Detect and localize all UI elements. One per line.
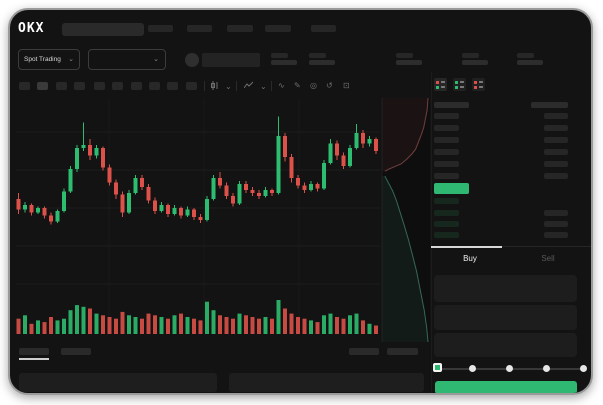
history-icon[interactable]: ↺ — [326, 81, 333, 90]
ticker-stat-value — [271, 60, 297, 65]
toolbar-divider — [236, 81, 237, 91]
ticker-stat-label — [271, 53, 288, 58]
ticker-stat-label — [462, 53, 479, 58]
nav-item[interactable] — [187, 25, 212, 32]
orderbook-bid-price[interactable] — [434, 232, 459, 238]
orders-panel-right[interactable] — [229, 373, 424, 392]
orderbook-ask-price[interactable] — [434, 161, 459, 167]
orderbook-bid-price[interactable] — [434, 210, 459, 216]
ticker-stat-value — [517, 60, 543, 65]
toolbar-divider — [271, 81, 272, 91]
orderbook-ask-amount[interactable] — [544, 149, 568, 155]
bottom-tab[interactable] — [61, 348, 91, 355]
timeframe-button[interactable] — [94, 82, 105, 90]
timeframe-button-active[interactable] — [37, 82, 48, 90]
orderbook-view-all-icon[interactable] — [434, 78, 447, 91]
timeframe-button[interactable] — [186, 82, 197, 90]
ticker-stat-value — [462, 60, 488, 65]
orderbook-bid-price[interactable] — [434, 198, 459, 204]
chart-style-icon[interactable] — [211, 81, 219, 93]
fullscreen-icon[interactable]: ⊡ — [343, 81, 350, 90]
orderbook-ask-price[interactable] — [434, 149, 459, 155]
timeframe-button[interactable] — [167, 82, 178, 90]
bottom-tab-indicator — [19, 358, 49, 360]
orderbook-view-asks-icon[interactable] — [472, 78, 485, 91]
orderbook-bid-amount[interactable] — [544, 221, 568, 227]
timeframe-button[interactable] — [19, 82, 30, 90]
ticker-stat-label — [517, 53, 534, 58]
price-input[interactable] — [434, 275, 577, 302]
chevron-down-icon[interactable]: ⌄ — [260, 82, 267, 91]
amount-input[interactable] — [434, 305, 577, 330]
panel-divider — [431, 72, 432, 393]
percent-slider-step[interactable] — [543, 365, 550, 372]
total-input[interactable] — [434, 333, 577, 357]
timeframe-button[interactable] — [131, 82, 142, 90]
app-window: OKX Spot Trading ⌄ ⌄ ⌄ ⌄ ∿ ✎ ◎ ↺ ⊡ — [8, 8, 593, 395]
wave-icon[interactable]: ∿ — [278, 81, 285, 90]
bottom-action[interactable] — [387, 348, 418, 355]
camera-icon[interactable]: ◎ — [310, 81, 317, 90]
timeframe-button[interactable] — [149, 82, 160, 90]
percent-slider-step[interactable] — [580, 365, 587, 372]
pair-icon — [185, 53, 199, 67]
market-type-label: Spot Trading — [24, 56, 61, 63]
timeframe-button[interactable] — [56, 82, 67, 90]
chevron-down-icon[interactable]: ⌄ — [225, 82, 232, 91]
ticker-stat-value — [396, 60, 422, 65]
orderbook-bid-amount[interactable] — [544, 232, 568, 238]
percent-slider-step[interactable] — [506, 365, 513, 372]
pair-name-placeholder — [202, 53, 260, 67]
search-input[interactable] — [62, 23, 144, 36]
percent-slider-step[interactable] — [469, 365, 476, 372]
okx-logo: OKX — [18, 21, 45, 36]
buy-submit-button[interactable] — [435, 381, 577, 393]
orderbook-view-bids-icon[interactable] — [453, 78, 466, 91]
chevron-down-icon: ⌄ — [68, 56, 74, 63]
timeframe-button[interactable] — [74, 82, 85, 90]
bottom-tab[interactable] — [19, 348, 49, 355]
nav-item[interactable] — [227, 25, 253, 32]
ticker-stat-value — [309, 60, 335, 65]
draw-pencil-icon[interactable]: ✎ — [294, 81, 301, 90]
orderbook-header-price — [434, 102, 469, 108]
orderbook-ask-amount[interactable] — [544, 137, 568, 143]
order-tabs — [431, 246, 591, 267]
active-tab-indicator — [431, 246, 502, 248]
orderbook-header-amount — [531, 102, 568, 108]
indicator-icon[interactable] — [243, 81, 254, 93]
orders-panel-left[interactable] — [19, 373, 217, 392]
orderbook-ask-price[interactable] — [434, 113, 459, 119]
tab-buy[interactable]: Buy — [463, 254, 477, 263]
toolbar-divider — [204, 81, 205, 91]
orderbook-bid-price[interactable] — [434, 221, 459, 227]
nav-item[interactable] — [311, 25, 336, 32]
orderbook-ask-amount[interactable] — [544, 113, 568, 119]
orderbook-ask-price[interactable] — [434, 137, 459, 143]
nav-item[interactable] — [148, 25, 173, 32]
chevron-down-icon: ⌄ — [153, 56, 159, 63]
pair-selector[interactable]: ⌄ — [88, 49, 166, 70]
bottom-action[interactable] — [349, 348, 379, 355]
orderbook-ask-price[interactable] — [434, 125, 459, 131]
ticker-stat-label — [396, 53, 413, 58]
orderbook-ask-amount[interactable] — [544, 173, 568, 179]
orderbook-ask-amount[interactable] — [544, 161, 568, 167]
ticker-stat-label — [309, 53, 326, 58]
percent-slider-handle[interactable] — [433, 363, 442, 372]
nav-item[interactable] — [265, 25, 291, 32]
last-price-badge[interactable] — [434, 183, 469, 194]
tab-sell[interactable]: Sell — [541, 254, 555, 263]
orderbook-bid-amount[interactable] — [544, 210, 568, 216]
timeframe-button[interactable] — [112, 82, 123, 90]
market-type-selector[interactable]: Spot Trading ⌄ — [18, 49, 80, 70]
price-chart[interactable] — [14, 96, 432, 342]
orderbook-ask-price[interactable] — [434, 173, 459, 179]
orderbook-ask-amount[interactable] — [544, 125, 568, 131]
